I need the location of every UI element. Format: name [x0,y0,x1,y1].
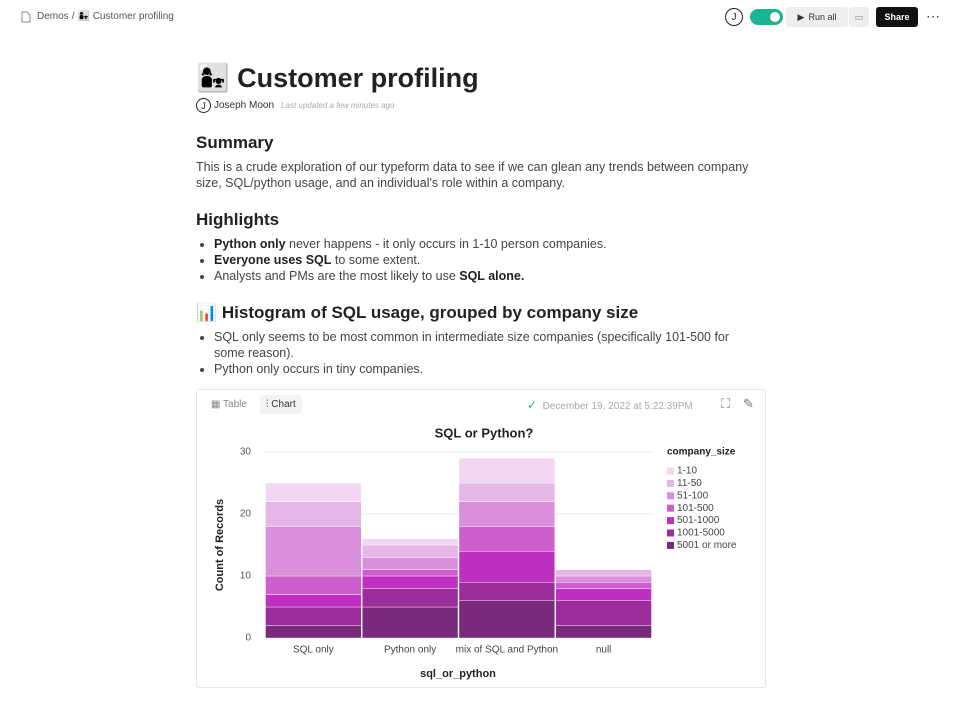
avatar[interactable]: J [725,8,743,26]
highlight-run: Everyone uses SQL [214,253,332,267]
crumb-current[interactable]: 👩‍👧 Customer profiling [77,11,174,22]
updated: Last updated a few minutes ago [281,101,395,110]
x-tick-label: SQL only [293,645,334,656]
bar-segment [362,538,459,546]
crumb-link[interactable]: Demos [37,11,69,22]
toggle[interactable] [750,9,783,25]
bar-segment [362,575,459,589]
highlight-run: SQL alone. [459,269,525,283]
legend-swatch [667,517,674,525]
bar-segment [362,588,459,608]
y-tick-label: 10 [240,571,252,582]
bar-segment [265,501,362,527]
legend-label: 5001 or more [677,540,737,551]
legend-swatch [667,479,674,487]
bar-segment [265,594,362,608]
tab-label: Chart [271,399,296,410]
share-button[interactable]: Share [876,7,918,27]
bar-segment [555,600,652,626]
chart-cell: ▦ Table ⫶ Chart ✓ December 19, 2022 at 5… [196,389,766,688]
bar-segment [362,606,459,639]
highlight-run: Python only [214,237,286,251]
x-tick-label: Python only [384,645,436,656]
bar-segment [265,606,362,626]
legend-label: 501-1000 [677,515,720,526]
author-line: J Joseph Moon Last updated a few minutes… [196,98,394,113]
run-all-button[interactable]: ▶ Run all [786,7,848,27]
doc-title: 👩‍👧 Customer profiling [196,63,479,93]
fullscreen-button[interactable]: ⛶ [721,396,731,411]
y-tick-label: 0 [245,633,251,644]
legend-swatch [667,541,674,549]
doc-icon [21,11,31,23]
legend-swatch [667,529,674,537]
bar-segment [458,482,555,502]
bar-segment [555,588,652,602]
note-item: Python only occurs in tiny companies. [214,361,759,377]
crumb-sep: / [71,11,75,22]
tab-label: Table [223,399,247,410]
highlight-run: never happens - it only occurs in 1-10 p… [285,237,607,251]
legend-label: 11-50 [677,478,702,489]
timestamp: ✓ December 19, 2022 at 5:22:39PM [527,398,693,412]
legend-title: company_size [667,447,736,458]
timestamp-text: December 19, 2022 at 5:22:39PM [542,401,693,412]
y-tick-label: 30 [240,447,252,458]
highlight-run: Analysts and PMs are the most likely to … [214,269,460,283]
bar-segment [458,526,555,552]
highlight-item: Everyone uses SQL to some extent. [214,252,759,268]
author-avatar: J [196,98,211,113]
bar-segment [458,501,555,527]
bar-segment [265,482,362,502]
highlight-item: Python only never happens - it only occu… [214,236,759,252]
bar-segment [458,582,555,602]
bar-segment [555,575,652,583]
summary-text: This is a crude exploration of our typef… [196,160,749,190]
highlights-heading: Highlights [196,210,280,229]
bar-segment [555,625,652,639]
bar-segment [265,625,362,639]
bar-segment [362,569,459,577]
bar-segment [362,544,459,558]
bar-segment [555,569,652,577]
highlight-item: Analysts and PMs are the most likely to … [214,268,759,284]
author: Joseph Moon [214,100,275,111]
legend-swatch [667,467,674,475]
legend-swatch [667,492,674,500]
bar-segment [458,458,555,484]
x-tick-label: mix of SQL and Python [456,645,558,656]
summary-heading: Summary [196,133,274,152]
legend-label: 51-100 [677,490,709,501]
histogram-heading: 📊 Histogram of SQL usage, grouped by com… [196,303,639,322]
edit-button[interactable]: ✎ [743,396,754,411]
highlight-run: to some extent. [331,253,421,267]
bar-segment [555,582,652,589]
tab-chart[interactable]: ⫶ Chart [260,395,302,414]
x-tick-label: null [596,645,612,656]
more-button[interactable]: ⋯ [926,8,940,24]
legend-swatch [667,504,674,512]
schedule-button[interactable]: ▭ [849,7,869,27]
histogram-notes: SQL only seems to be most common in inte… [196,329,759,377]
x-axis-label: sql_or_python [420,668,496,680]
bar-segment [265,575,362,595]
bar-segment [458,600,555,639]
run-all-label: Run all [808,12,837,22]
breadcrumb: Demos / 👩‍👧 Customer profiling [37,11,174,22]
bar-segment [265,526,362,577]
highlights-list: Python only never happens - it only occu… [196,236,759,284]
legend-label: 101-500 [677,503,714,514]
bar-segment [362,557,459,571]
legend-label: 1-10 [677,466,697,477]
bar-segment [458,551,555,583]
note-item: SQL only seems to be most common in inte… [214,329,759,361]
y-axis-label: Count of Records [214,499,226,591]
y-tick-label: 20 [240,509,252,520]
legend-label: 1001-5000 [677,528,725,539]
tab-table[interactable]: ▦ Table [211,399,247,410]
chart-title: SQL or Python? [435,425,534,440]
